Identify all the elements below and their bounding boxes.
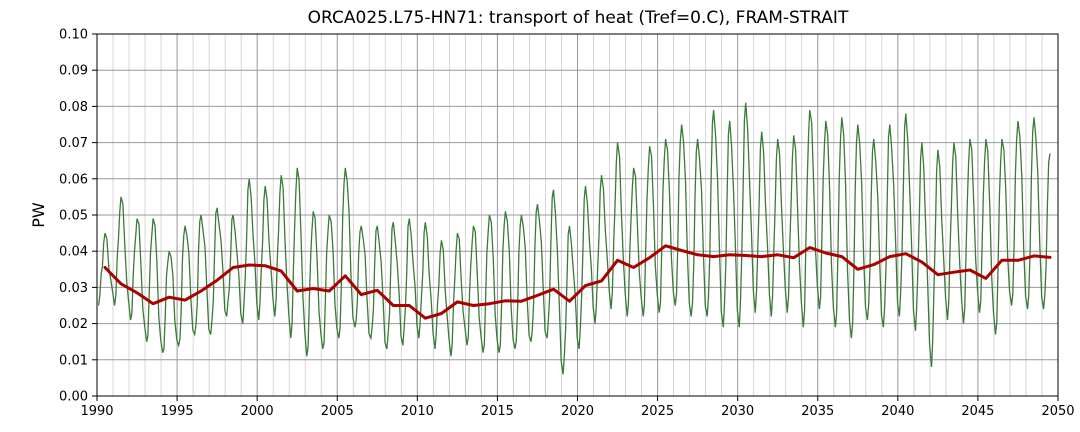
x-tick-label: 2025	[641, 404, 674, 419]
axes-layer: 1990 1995 2000 2005 2010 2015 2020 2025 2030 2035…	[59, 28, 1075, 420]
y-tick-label: 0.06	[59, 172, 88, 187]
y-tick-label: 0.07	[59, 136, 88, 151]
x-tick-label: 2035	[801, 404, 834, 419]
y-tick-label: 0.10	[59, 28, 88, 43]
plot-frame	[96, 33, 1059, 397]
chart-title: ORCA025.L75-HN71: transport of heat (Tre…	[308, 8, 849, 28]
y-tick-label: 0.09	[59, 64, 88, 79]
x-tick-label: 2010	[401, 404, 434, 419]
x-tick-label: 1995	[161, 404, 194, 419]
y-tick-label: 0.04	[59, 245, 88, 260]
x-tick-label: 2030	[721, 404, 754, 419]
monthly-series-line	[97, 102, 1051, 375]
y-axis-label: PW	[29, 202, 48, 228]
y-tick-label: 0.05	[59, 209, 88, 224]
x-tick-label: 1990	[80, 404, 113, 419]
x-tick-label: 2045	[961, 404, 994, 419]
y-tick-label: 0.03	[59, 281, 88, 296]
y-tick-label: 0.02	[59, 317, 88, 332]
x-tick-label: 2015	[481, 404, 514, 419]
x-tick-label: 2000	[241, 404, 274, 419]
x-tick-label: 2005	[321, 404, 354, 419]
y-tick-label: 0.08	[59, 100, 88, 115]
x-tick-label: 2050	[1041, 404, 1074, 419]
x-tick-label: 2040	[881, 404, 914, 419]
y-tick-label: 0.00	[59, 390, 88, 405]
series-layer	[97, 102, 1052, 375]
x-tick-label: 2020	[561, 404, 594, 419]
y-tick-label: 0.01	[59, 353, 88, 368]
annual-mean-line	[103, 244, 1052, 320]
